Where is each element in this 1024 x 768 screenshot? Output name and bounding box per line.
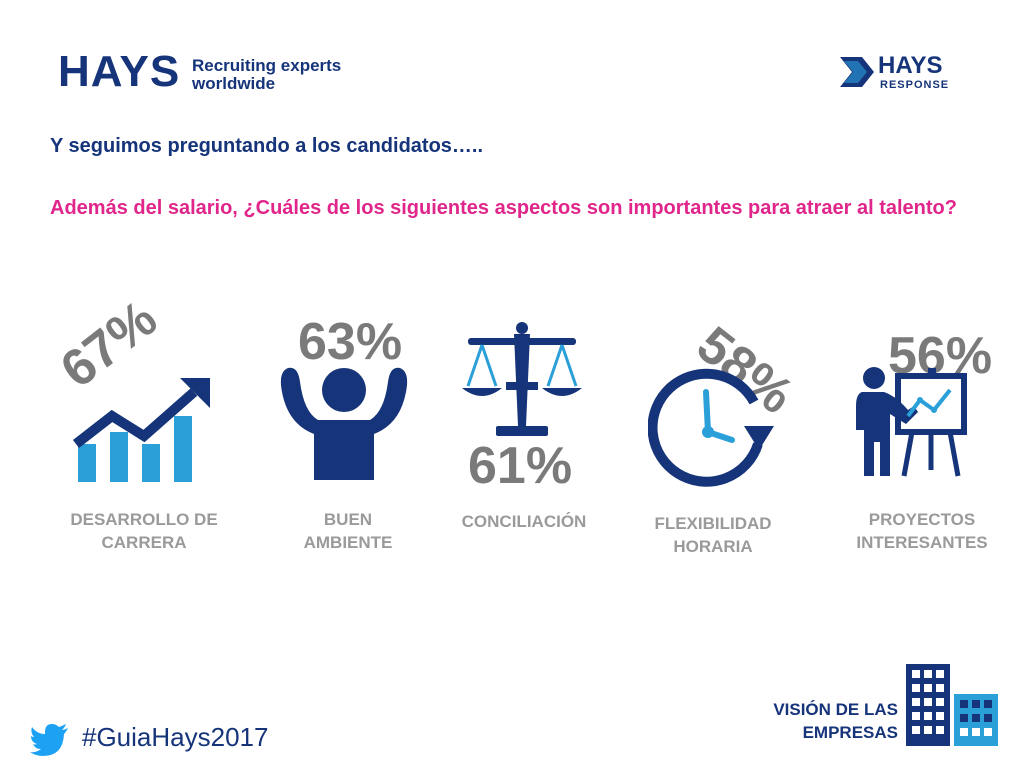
hays-response-brand: HAYS <box>878 52 943 79</box>
vision-empresas-label: VISIÓN DE LAS EMPRESAS <box>744 698 898 744</box>
tagline-line-2: worldwide <box>192 74 276 93</box>
label-proyectos-line-1: PROYECTOS <box>868 510 976 529</box>
percent-ambiente: 63% <box>298 313 403 371</box>
label-flexibilidad: FLEXIBILIDAD HORARIA <box>630 512 796 558</box>
twitter-bird-icon <box>30 724 68 756</box>
balance-scale-icon <box>462 322 582 436</box>
intro-text: Y seguimos preguntando a los candidatos…… <box>50 135 484 157</box>
label-desarrollo-line-2: CARRERA <box>101 533 187 552</box>
vision-line-2: EMPRESAS <box>802 723 898 742</box>
label-flexibilidad-line-1: FLEXIBILIDAD <box>654 514 772 533</box>
label-conciliacion: CONCILIACIÓN <box>444 510 604 533</box>
percent-conciliacion: 61% <box>468 437 573 495</box>
growth-chart-icon <box>72 378 210 482</box>
label-ambiente: BUEN AMBIENTE <box>268 508 428 554</box>
hays-response-logo-icon <box>840 57 874 87</box>
hays-response-sub: RESPONSE <box>880 79 950 91</box>
label-proyectos: PROYECTOS INTERESANTES <box>834 508 1010 554</box>
tagline-line-1: Recruiting experts <box>192 56 342 75</box>
hays-logo-wordmark: HAYS <box>58 47 181 96</box>
buildings-icon <box>906 664 998 746</box>
vision-line-1: VISIÓN DE LAS <box>773 700 898 719</box>
label-ambiente-line-2: AMBIENTE <box>303 533 393 552</box>
person-raised-arms-icon <box>280 367 408 480</box>
hays-tagline: Recruiting experts worldwide <box>192 57 341 93</box>
label-proyectos-line-2: INTERESANTES <box>856 533 988 552</box>
question-text: Además del salario, ¿Cuáles de los sigui… <box>50 197 957 219</box>
label-conciliacion-line-1: CONCILIACIÓN <box>461 512 587 531</box>
clock-icon <box>648 368 774 487</box>
label-ambiente-line-1: BUEN <box>323 510 373 529</box>
hashtag-text: #GuiaHays2017 <box>82 722 269 752</box>
presenter-board-icon <box>856 367 967 477</box>
label-desarrollo-line-1: DESARROLLO DE <box>70 510 218 529</box>
label-flexibilidad-line-2: HORARIA <box>673 537 753 556</box>
label-desarrollo: DESARROLLO DE CARRERA <box>54 508 234 554</box>
